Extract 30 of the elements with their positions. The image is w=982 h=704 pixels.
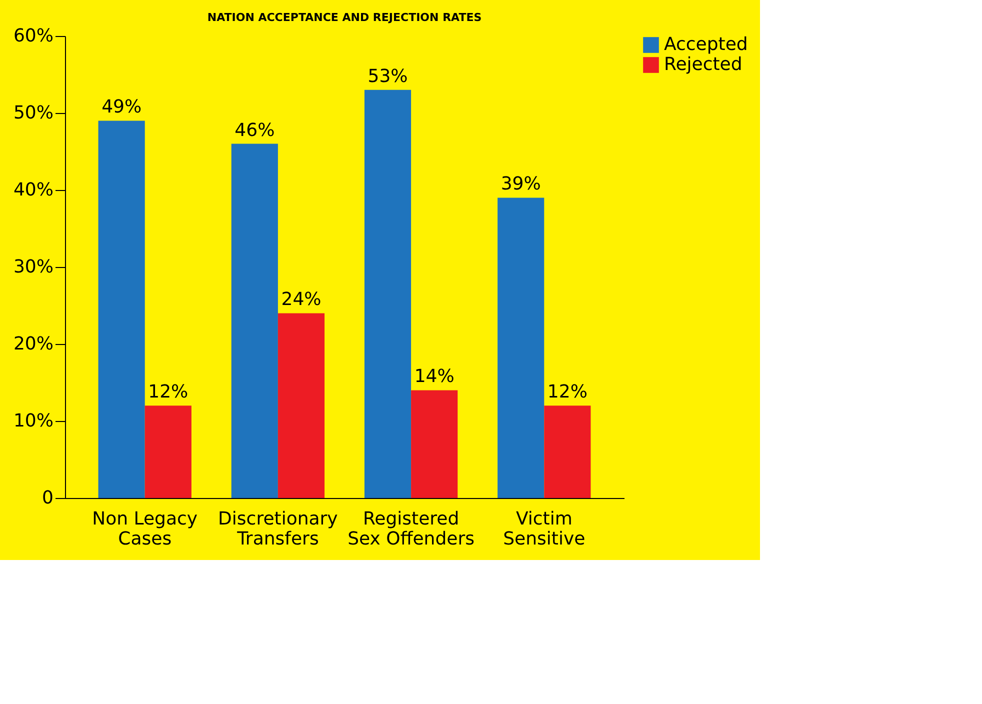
data-label: 39% [500, 174, 541, 195]
bar [278, 313, 325, 498]
bar [231, 144, 278, 498]
bar [98, 120, 145, 498]
legend-label: Accepted [664, 34, 748, 55]
y-tick-label: 50% [13, 102, 54, 124]
bar [411, 390, 458, 498]
y-tick-label: 40% [13, 180, 54, 200]
data-label: 49% [102, 96, 142, 118]
bar [544, 406, 591, 498]
x-tick-label: Registered Sex Offenders [348, 508, 474, 550]
data-label: 14% [414, 366, 454, 388]
bar [498, 198, 544, 498]
y-tick-label: 60% [13, 26, 54, 46]
data-label: 53% [368, 66, 408, 87]
y-tick-label: 30% [13, 256, 54, 278]
data-label: 46% [234, 120, 275, 141]
x-tick-label: Discretionary Transfers [218, 508, 338, 550]
data-label: 24% [281, 289, 322, 310]
data-label: 12% [547, 382, 588, 403]
y-tick-label: 10% [13, 410, 54, 432]
bar [144, 406, 192, 498]
y-tick-label: 0 [42, 488, 54, 508]
x-tick-label: Non Legacy Cases [92, 508, 198, 550]
x-tick-label: Victim Sensitive [503, 508, 586, 550]
y-tick-label: 20% [13, 334, 54, 354]
bar [364, 90, 412, 498]
chart-title: NATION ACCEPTANCE AND REJECTION RATES [207, 11, 482, 24]
legend-label: Rejected [664, 54, 742, 75]
data-label: 12% [148, 382, 188, 403]
